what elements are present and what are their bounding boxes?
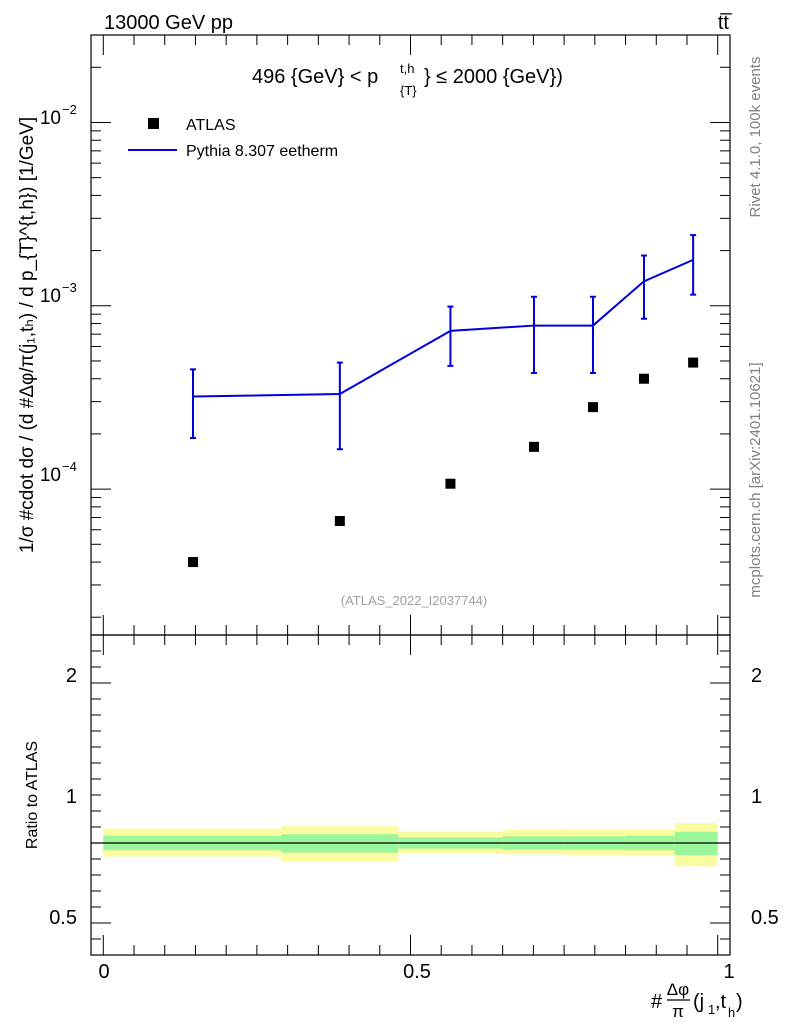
legend-atlas-marker <box>148 118 159 129</box>
x-tick-label-0.5: 0.5 <box>403 961 431 983</box>
y-tick-mantissa: 10 <box>40 108 61 129</box>
title-right: } ≤ 2000 {GeV}) <box>424 66 563 88</box>
x-label-mid: ,t <box>715 991 727 1013</box>
main-y-axis-label: 1/σ #cdot dσ / (d #Δφ/π(j₁,tₕ) / d p_{T}… <box>17 117 38 553</box>
legend-atlas-label: ATLAS <box>186 117 236 134</box>
ratio-tick-label-right-2: 2 <box>751 665 762 687</box>
x-label-sub2: h <box>728 1005 735 1020</box>
atlas-data-point <box>587 402 598 413</box>
y-tick-mantissa: 10 <box>40 286 61 307</box>
ratio-y-axis-label: Ratio to ATLAS <box>24 741 41 849</box>
y-tick-label-1e-4: 10 −4 <box>40 459 77 486</box>
atlas-data-point <box>187 557 198 568</box>
y-tick-label-1e-3: 10 −3 <box>40 280 77 307</box>
x-label-args: (j <box>693 991 704 1013</box>
atlas-data-point <box>688 357 699 368</box>
title-sup: t,h <box>400 61 414 76</box>
atlas-data-point <box>334 515 345 526</box>
source-label: mcplots.cern.ch [arXiv:2401.10621] <box>747 362 764 597</box>
ratio-plot-frame <box>90 634 731 956</box>
x-label-prefix: # <box>651 991 663 1013</box>
ratio-axis-ticks <box>91 634 730 955</box>
rivet-label: Rivet 4.1.0, 100k events <box>747 57 764 218</box>
atlas-data-point <box>638 373 649 384</box>
ratio-tick-label-right-0.5: 0.5 <box>751 907 779 929</box>
ratio-bands <box>103 823 718 867</box>
x-label-sub1: 1 <box>708 1002 715 1017</box>
ratio-tick-label-left-2: 2 <box>66 665 77 687</box>
legend: ATLAS Pythia 8.307 eetherm <box>128 117 338 160</box>
atlas-data-point <box>528 441 539 452</box>
pythia-series <box>189 234 697 451</box>
pythia-line <box>192 258 694 398</box>
plot-title: 496 {GeV} < p t,h {T} } ≤ 2000 {GeV}) <box>252 61 563 98</box>
x-axis-label: # Δφ π (j 1 ,t h ) <box>651 980 743 1021</box>
x-label-denominator: π <box>672 1002 684 1021</box>
ratio-tick-label-right-1: 1 <box>751 786 762 808</box>
x-label-end: ) <box>736 991 743 1013</box>
x-tick-label-0: 0 <box>98 961 109 983</box>
energy-label: 13000 GeV pp <box>104 12 233 34</box>
main-axis-ticks <box>91 34 730 635</box>
legend-pythia-label: Pythia 8.307 eetherm <box>186 143 338 160</box>
atlas-data-point <box>445 478 456 489</box>
process-label: tt̅ <box>718 12 732 34</box>
atlas-series <box>187 357 699 568</box>
x-tick-label-1: 1 <box>723 961 734 983</box>
y-tick-mantissa: 10 <box>40 465 61 486</box>
y-tick-exponent: −4 <box>62 459 77 474</box>
y-tick-exponent: −2 <box>62 102 77 117</box>
ratio-tick-label-left-0.5: 0.5 <box>49 907 77 929</box>
title-left: 496 {GeV} < p <box>252 66 378 88</box>
title-sub: {T} <box>400 83 417 98</box>
analysis-watermark: (ATLAS_2022_I2037744) <box>341 593 487 608</box>
ratio-tick-label-left-1: 1 <box>66 786 77 808</box>
x-label-numerator: Δφ <box>667 980 689 999</box>
y-tick-exponent: −3 <box>62 280 77 295</box>
y-tick-label-1e-2: 10 −2 <box>40 102 77 129</box>
